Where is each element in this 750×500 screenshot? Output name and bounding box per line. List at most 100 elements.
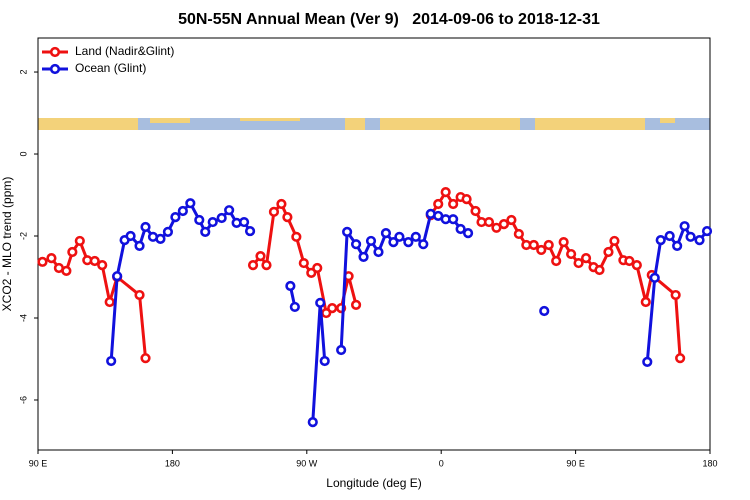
x-tick-label: 90 W — [296, 458, 318, 468]
x-tick-label: 90 E — [29, 458, 48, 468]
y-tick-label: 2 — [18, 70, 28, 75]
data-point — [140, 221, 151, 233]
y-tick-label: 0 — [18, 152, 28, 157]
data-point — [655, 235, 666, 246]
y-tick-label: -4 — [18, 314, 28, 322]
data-point — [433, 198, 444, 210]
data-point — [642, 356, 653, 367]
x-axis-label: Longitude (deg E) — [326, 476, 421, 490]
data-point — [155, 233, 166, 244]
data-point — [185, 198, 196, 209]
data-point — [455, 223, 466, 235]
x-tick-label: 180 — [165, 458, 180, 468]
data-point — [312, 262, 323, 274]
data-point — [462, 228, 474, 239]
data-point — [388, 237, 399, 248]
data-point — [498, 219, 510, 230]
land-ocean-strip — [38, 118, 710, 130]
data-point — [97, 260, 108, 271]
data-point — [140, 353, 151, 364]
data-point — [350, 299, 362, 310]
data-point — [483, 216, 495, 228]
data-point — [327, 303, 338, 314]
legend-marker — [49, 63, 61, 75]
data-point — [649, 272, 660, 283]
data-point — [373, 246, 384, 258]
data-point — [440, 187, 451, 198]
data-point — [291, 231, 302, 242]
data-point — [125, 230, 136, 242]
data-point — [106, 355, 117, 367]
data-point — [244, 225, 256, 237]
data-point — [200, 226, 211, 238]
data-point — [216, 212, 227, 224]
data-point — [624, 255, 635, 267]
data-point — [631, 260, 642, 271]
data-point — [112, 271, 123, 282]
data-point — [580, 253, 592, 264]
data-point — [342, 226, 353, 238]
data-point — [694, 235, 705, 246]
data-point — [380, 228, 392, 239]
data-point — [410, 231, 421, 242]
data-point — [675, 353, 686, 364]
data-point — [162, 226, 174, 238]
data-point — [134, 240, 145, 251]
data-point — [609, 235, 620, 247]
x-tick-label: 0 — [439, 458, 444, 468]
data-point — [350, 239, 362, 250]
data-point — [358, 251, 369, 263]
data-point — [603, 246, 614, 258]
data-point — [539, 305, 550, 317]
data-point — [255, 250, 266, 262]
legend-label: Ocean (Glint) — [75, 61, 146, 75]
data-point — [528, 239, 539, 251]
data-point — [315, 297, 326, 308]
data-point — [289, 301, 300, 313]
data-point — [207, 216, 218, 228]
data-point — [685, 231, 696, 242]
series-line — [41, 190, 682, 359]
data-point — [394, 231, 405, 242]
y-tick-label: -6 — [18, 396, 28, 404]
data-point — [448, 198, 459, 210]
data-point — [551, 255, 562, 267]
data-point — [104, 296, 115, 308]
data-point — [448, 214, 459, 225]
data-point — [319, 355, 330, 367]
data-point — [418, 239, 429, 250]
data-point — [298, 257, 309, 269]
data-point — [89, 255, 100, 267]
data-point — [134, 289, 145, 301]
data-point — [170, 212, 181, 223]
x-tick-label: 90 E — [566, 458, 585, 468]
data-point — [566, 248, 577, 260]
data-point — [74, 235, 85, 247]
y-axis-label: XCO2 - MLO trend (ppm) — [0, 177, 14, 312]
data-point — [307, 417, 318, 428]
y-tick-label: -2 — [18, 232, 28, 240]
data-point — [61, 265, 72, 276]
data-point — [664, 230, 675, 242]
data-point — [491, 222, 502, 233]
data-point — [365, 235, 377, 247]
legend-marker — [49, 46, 61, 58]
data-point — [461, 194, 472, 205]
data-point — [37, 256, 48, 267]
data-point — [261, 260, 272, 271]
data-point — [672, 240, 683, 251]
data-point — [268, 206, 280, 217]
data-point — [536, 244, 547, 256]
data-point — [336, 344, 347, 356]
x-tick-label: 180 — [702, 458, 717, 468]
data-point — [573, 257, 584, 269]
data-point — [276, 198, 287, 210]
plot-frame — [37, 37, 711, 451]
data-point — [177, 205, 188, 217]
data-point — [67, 246, 78, 258]
data-point — [470, 205, 481, 217]
data-point — [670, 289, 681, 301]
legend-label: Land (Nadir&Glint) — [75, 44, 174, 58]
